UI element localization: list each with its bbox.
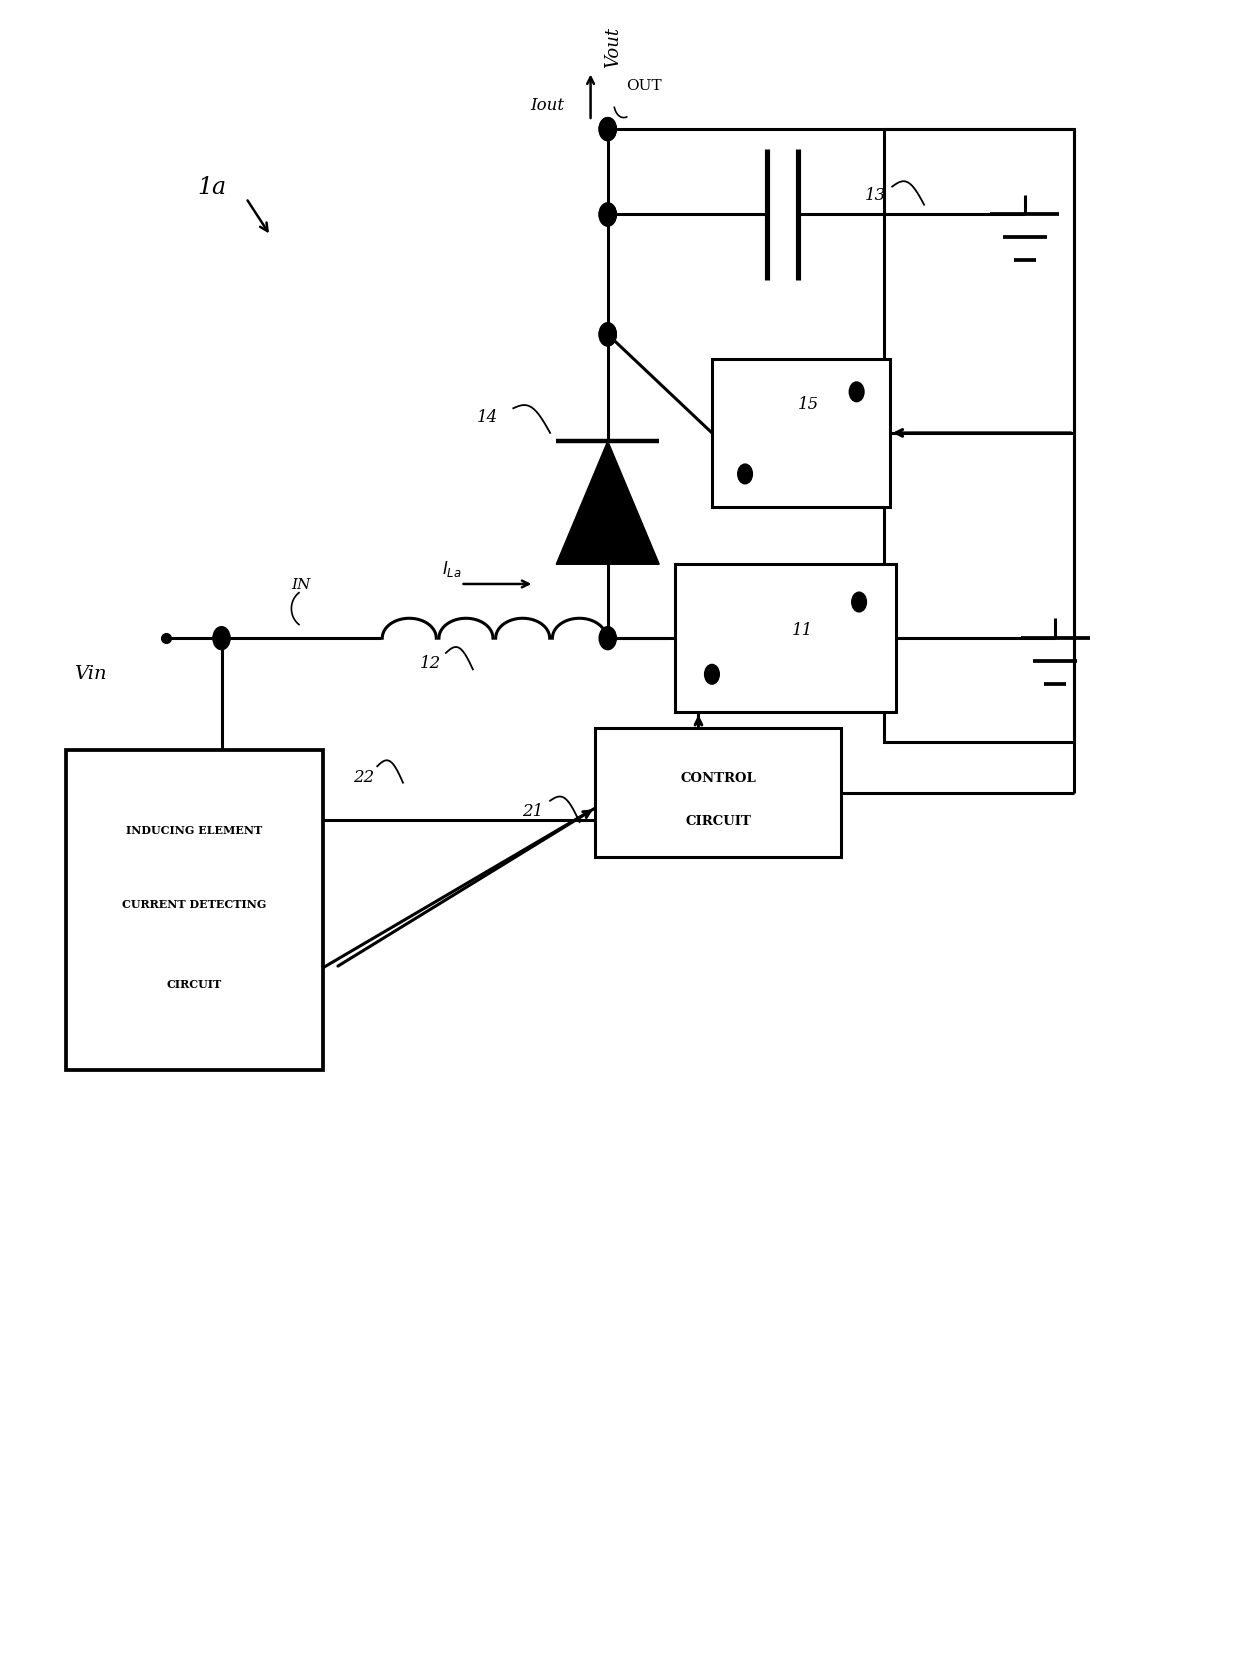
Text: 21: 21 (522, 803, 543, 819)
Text: Iout: Iout (531, 98, 564, 114)
Bar (712, 359, 890, 508)
Text: $I_{La}$: $I_{La}$ (443, 558, 463, 578)
Text: 22: 22 (352, 768, 374, 784)
Circle shape (213, 627, 231, 650)
Text: OUT: OUT (626, 79, 662, 93)
Text: IN: IN (291, 578, 311, 591)
Text: CONTROL: CONTROL (681, 771, 756, 784)
Text: 13: 13 (866, 187, 887, 204)
Circle shape (852, 592, 867, 612)
Circle shape (599, 204, 616, 227)
Circle shape (599, 324, 616, 346)
Circle shape (738, 465, 753, 485)
Circle shape (599, 204, 616, 227)
Circle shape (599, 627, 616, 650)
Circle shape (599, 119, 616, 142)
Text: 1a: 1a (197, 175, 226, 199)
Bar (595, 730, 841, 857)
Polygon shape (557, 442, 660, 564)
Circle shape (704, 665, 719, 685)
Text: 12: 12 (420, 655, 441, 672)
Text: 11: 11 (791, 622, 813, 639)
Bar (66, 750, 324, 1071)
Bar (675, 564, 895, 713)
Text: CIRCUIT: CIRCUIT (167, 978, 222, 990)
Circle shape (599, 324, 616, 346)
Text: Vout: Vout (604, 26, 621, 68)
Circle shape (849, 382, 864, 402)
Text: Vin: Vin (74, 664, 107, 682)
Text: 15: 15 (797, 396, 820, 412)
Bar (884, 131, 1074, 741)
Text: INDUCING ELEMENT: INDUCING ELEMENT (126, 824, 263, 836)
Text: CIRCUIT: CIRCUIT (686, 814, 751, 828)
Text: 14: 14 (476, 409, 497, 425)
Circle shape (599, 119, 616, 142)
Text: CURRENT DETECTING: CURRENT DETECTING (123, 899, 267, 910)
